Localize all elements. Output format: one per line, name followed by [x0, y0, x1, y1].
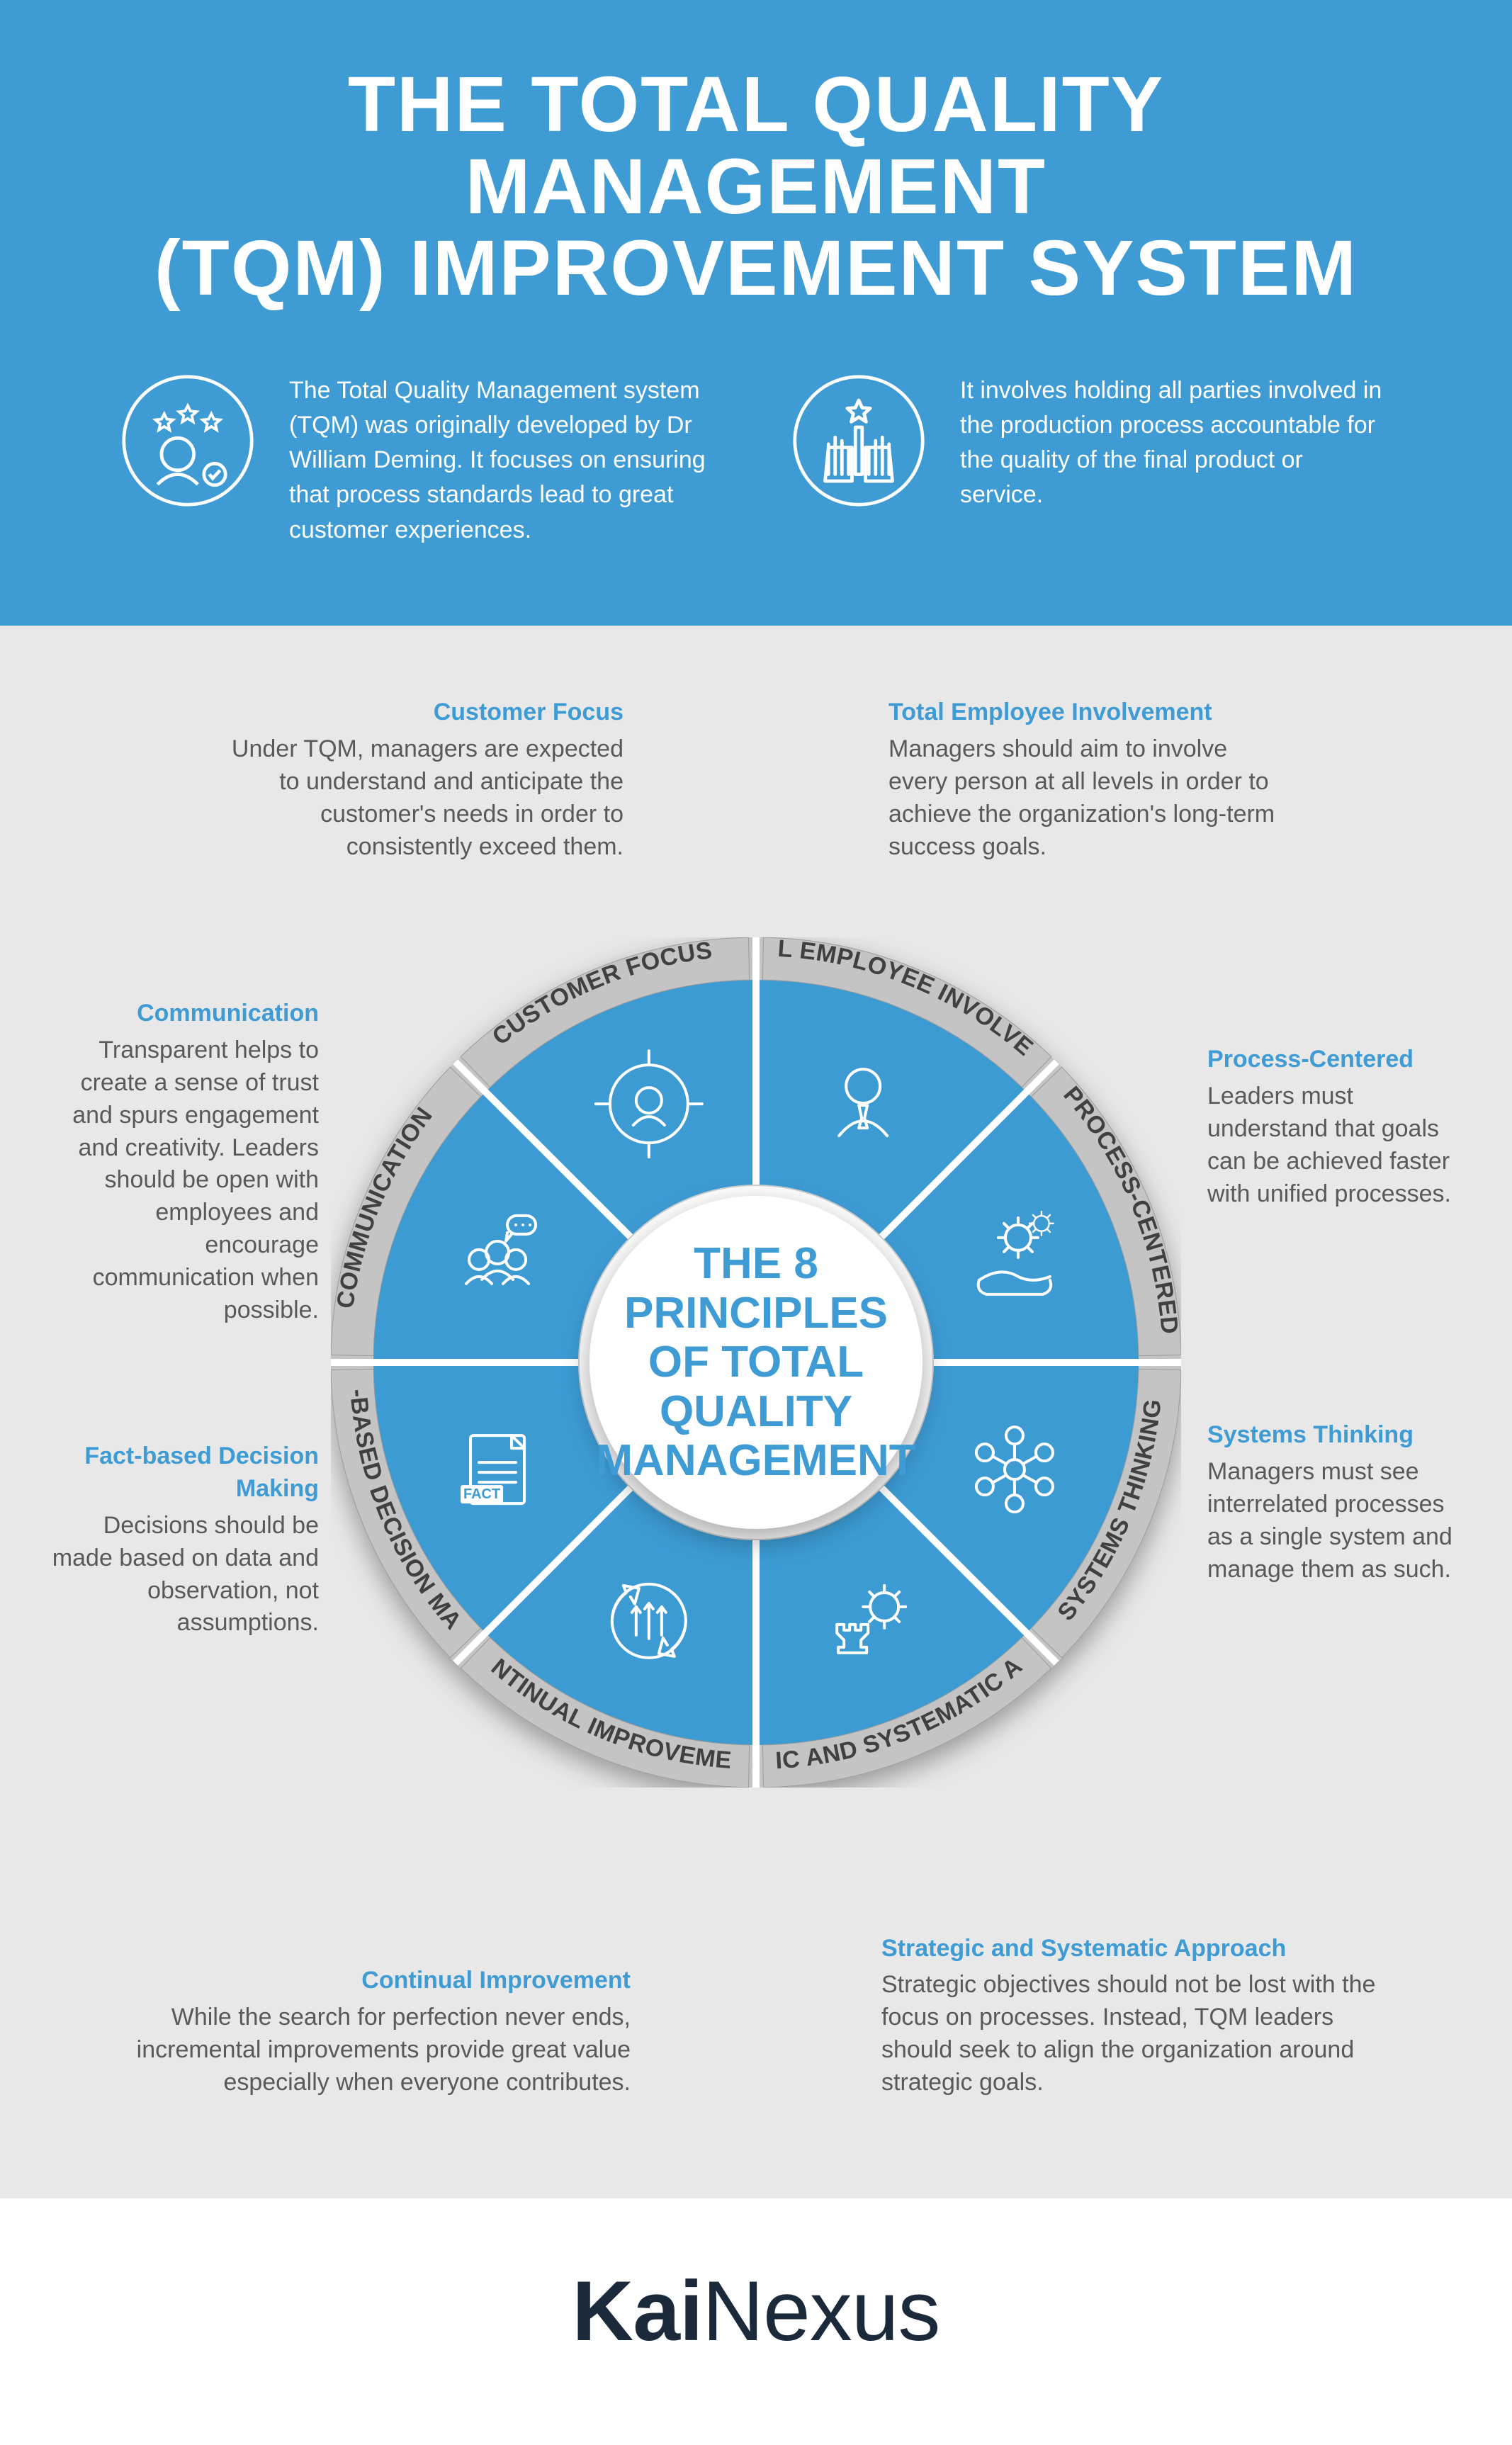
footer: KaiNexus [0, 2198, 1512, 2445]
annotation-systems-thinking: Systems Thinking Managers must see inter… [1207, 1419, 1462, 1586]
annotation-body: Leaders must understand that goals can b… [1207, 1083, 1451, 1207]
svg-text:FACT: FACT [463, 1486, 500, 1502]
annotation-title: Fact-based Decision Making [50, 1440, 319, 1506]
hub-text: THE 8 PRINCIPLES OF TOTAL QUALITY MANAGE… [596, 1239, 915, 1485]
annotation-continual-improvement: Continual Improvement While the search f… [135, 1965, 631, 2099]
annotation-process-centered: Process-Centered Leaders must understand… [1207, 1044, 1462, 1210]
annotation-body: Decisions should be made based on data a… [52, 1512, 319, 1637]
annotation-body: Strategic objectives should not be lost … [881, 1971, 1375, 2096]
annotation-employee-involvement: Total Employee Involvement Managers shou… [888, 696, 1285, 863]
annotation-body: While the search for perfection never en… [137, 2004, 631, 2096]
intro-item-2: It involves holding all parties involved… [791, 373, 1392, 548]
annotation-body: Under TQM, managers are expected to unde… [232, 735, 624, 860]
annotation-title: Communication [50, 998, 319, 1030]
annotation-title: Process-Centered [1207, 1044, 1462, 1076]
page-title: THE TOTAL QUALITY MANAGEMENT (TQM) IMPRO… [85, 64, 1427, 310]
intro-text-2: It involves holding all parties involved… [960, 373, 1392, 513]
wheel-hub: THE 8 PRINCIPLES OF TOTAL QUALITY MANAGE… [589, 1196, 923, 1529]
annotation-communication: Communication Transparent helps to creat… [50, 998, 319, 1327]
annotation-body: Managers should aim to involve every per… [888, 735, 1275, 860]
annotation-strategic-approach: Strategic and Systematic Approach Strate… [881, 1933, 1377, 2099]
brand-part1: Kai [572, 2264, 703, 2359]
annotations: Customer Focus Under TQM, managers are e… [50, 696, 1462, 2099]
hands-star-icon [791, 373, 926, 508]
annotation-body: Managers must see interrelated processes… [1207, 1458, 1452, 1583]
annotation-title: Strategic and Systematic Approach [881, 1933, 1377, 1965]
title-line-2: (TQM) IMPROVEMENT SYSTEM [154, 225, 1358, 312]
intro-text-1: The Total Quality Management system (TQM… [289, 373, 721, 548]
customer-rating-icon [120, 373, 255, 508]
annotation-body: Transparent helps to create a sense of t… [72, 1037, 319, 1323]
title-line-1: THE TOTAL QUALITY MANAGEMENT [348, 61, 1164, 230]
main: Customer Focus Under TQM, managers are e… [0, 626, 1512, 2198]
annotation-title: Customer Focus [227, 696, 624, 729]
intro-item-1: The Total Quality Management system (TQM… [120, 373, 721, 548]
principles-wheel: CUSTOMER FOCUSTOTAL EMPLOYEE INVOLVEMENT… [331, 937, 1181, 1788]
annotation-customer-focus: Customer Focus Under TQM, managers are e… [227, 696, 624, 863]
annotation-fact-based: Fact-based Decision Making Decisions sho… [50, 1440, 319, 1639]
annotation-title: Total Employee Involvement [888, 696, 1285, 729]
annotation-title: Continual Improvement [135, 1965, 631, 1997]
intro-row: The Total Quality Management system (TQM… [85, 373, 1427, 548]
brand-part2: Nexus [702, 2264, 940, 2359]
header: THE TOTAL QUALITY MANAGEMENT (TQM) IMPRO… [0, 0, 1512, 626]
brand-logo: KaiNexus [0, 2262, 1512, 2360]
annotation-title: Systems Thinking [1207, 1419, 1462, 1452]
